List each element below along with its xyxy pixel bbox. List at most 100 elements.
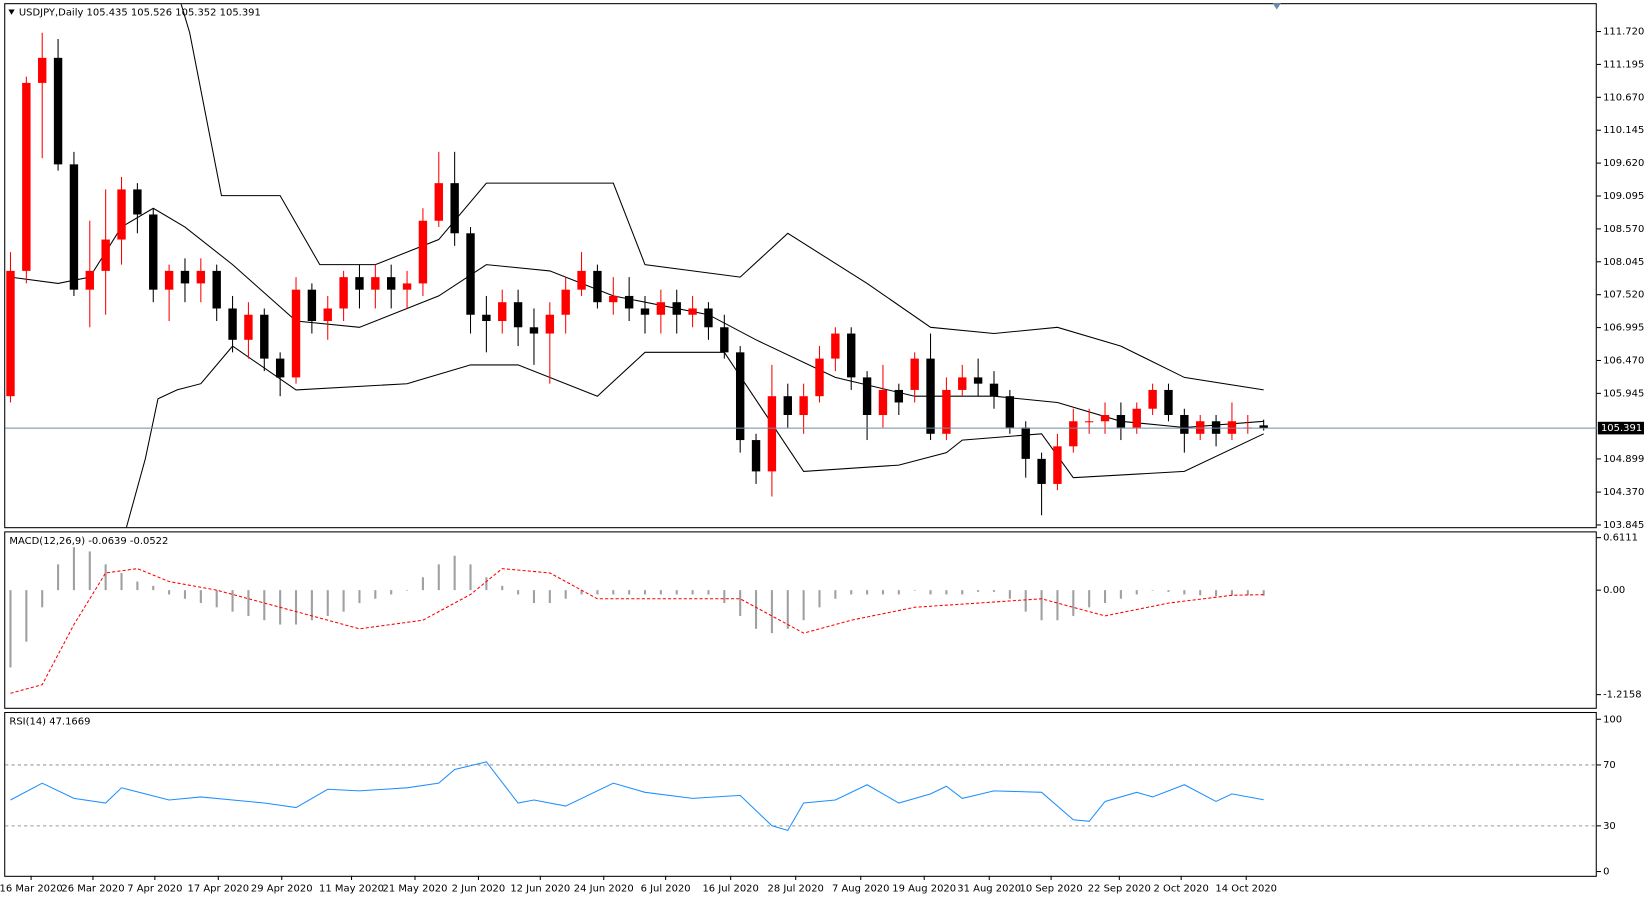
macd-bar xyxy=(9,590,12,668)
x-tick-label: 29 Apr 2020 xyxy=(251,883,313,894)
macd-bar xyxy=(1167,590,1170,592)
candle-body xyxy=(926,358,935,434)
macd-bar xyxy=(1230,590,1233,596)
candle-body xyxy=(545,314,555,334)
macd-bar xyxy=(72,547,75,591)
candle-body xyxy=(561,289,570,315)
macd-bar xyxy=(977,590,980,592)
macd-bar xyxy=(818,590,821,608)
x-tick-label: 7 Apr 2020 xyxy=(127,883,182,894)
macd-bar xyxy=(501,585,504,591)
bollinger-band xyxy=(125,345,1264,528)
candle-body xyxy=(894,389,904,403)
macd-bar xyxy=(992,590,996,592)
macd-bar xyxy=(517,590,520,595)
candle-body xyxy=(593,270,602,303)
candle-body xyxy=(1148,389,1157,409)
candle-body xyxy=(196,270,206,284)
macd-bar xyxy=(628,590,631,595)
candle-body xyxy=(1005,396,1015,428)
x-tick-label: 31 Aug 2020 xyxy=(957,883,1021,894)
macd-bar xyxy=(183,590,187,599)
macd-bar xyxy=(707,590,710,595)
macd-bar xyxy=(358,590,361,604)
candle-body xyxy=(418,220,428,284)
macd-bar xyxy=(199,590,202,604)
macd-bar xyxy=(152,585,155,591)
candle-body xyxy=(482,314,491,322)
y-tick-label: 104.899 xyxy=(1603,454,1644,465)
candle-body xyxy=(434,183,443,221)
y-tick-label: 0.6111 xyxy=(1603,533,1638,544)
macd-bar xyxy=(786,590,789,629)
rsi-panel xyxy=(4,711,1597,877)
macd-bar xyxy=(723,590,726,604)
candle-body xyxy=(529,327,539,334)
x-tick-label: 12 Jun 2020 xyxy=(510,883,570,894)
macd-bar xyxy=(548,590,551,604)
candle-body xyxy=(498,302,507,322)
candle-body xyxy=(1227,421,1237,434)
macd-bar xyxy=(866,590,869,595)
macd-bar xyxy=(1008,590,1011,599)
x-tick-label: 6 Jul 2020 xyxy=(641,883,691,894)
macd-bar xyxy=(485,577,488,591)
candle-body xyxy=(1116,414,1126,428)
candle-body xyxy=(624,295,634,309)
macd-title: MACD(12,26,9) -0.0639 -0.0522 xyxy=(9,536,168,547)
candle-body xyxy=(355,277,364,290)
y-tick-label: 100 xyxy=(1603,714,1622,725)
macd-bar xyxy=(1119,590,1122,599)
macd-bar xyxy=(675,590,678,595)
candle-body xyxy=(339,277,348,309)
macd-bar xyxy=(881,590,884,595)
candle-body xyxy=(101,239,110,271)
candle-body xyxy=(85,270,94,290)
price-panel xyxy=(4,3,1597,529)
x-tick-label: 7 Aug 2020 xyxy=(832,883,889,894)
macd-bar xyxy=(421,577,424,591)
candle-body xyxy=(656,302,666,315)
macd-bar xyxy=(294,590,298,625)
candle-body xyxy=(260,314,269,359)
candle-body xyxy=(212,270,221,309)
x-tick-label: 28 Jul 2020 xyxy=(768,883,824,894)
macd-bar xyxy=(390,590,393,595)
candle-body xyxy=(466,233,475,315)
candle-body xyxy=(862,377,872,415)
candle-body xyxy=(307,289,317,322)
macd-bar xyxy=(945,590,948,595)
x-tick-label: 14 Oct 2020 xyxy=(1215,883,1277,894)
macd-bar xyxy=(564,590,567,599)
y-tick-label: 111.720 xyxy=(1603,27,1644,38)
candle-body xyxy=(799,396,808,415)
plot-area xyxy=(9,547,1265,694)
candle-body xyxy=(973,377,983,384)
macd-bar xyxy=(57,564,60,591)
candle-body xyxy=(815,358,824,397)
candle-body xyxy=(910,358,919,390)
candle-body xyxy=(847,333,856,378)
candle-body xyxy=(577,270,586,290)
x-tick-label: 19 Aug 2020 xyxy=(892,883,956,894)
candle-body xyxy=(720,327,729,353)
candle-body xyxy=(244,314,253,340)
candle-body xyxy=(735,352,745,441)
y-tick-label: 30 xyxy=(1603,821,1616,832)
macd-bar xyxy=(310,590,313,621)
macd-bar xyxy=(168,590,171,595)
last-price-label: 105.391 xyxy=(1601,423,1642,434)
rsi-line xyxy=(10,761,1264,832)
candle-body xyxy=(1100,414,1110,422)
macd-bar xyxy=(25,590,28,642)
macd-bar xyxy=(1088,590,1091,608)
candle-body xyxy=(989,383,999,397)
x-tick-label: 26 Mar 2020 xyxy=(61,883,124,894)
y-tick-label: -1.2158 xyxy=(1603,690,1641,701)
macd-bar xyxy=(1072,590,1075,616)
macd-bar xyxy=(326,590,329,616)
x-tick-label: 21 May 2020 xyxy=(382,883,447,894)
macd-bar xyxy=(612,590,615,595)
macd-bar xyxy=(1183,590,1186,595)
